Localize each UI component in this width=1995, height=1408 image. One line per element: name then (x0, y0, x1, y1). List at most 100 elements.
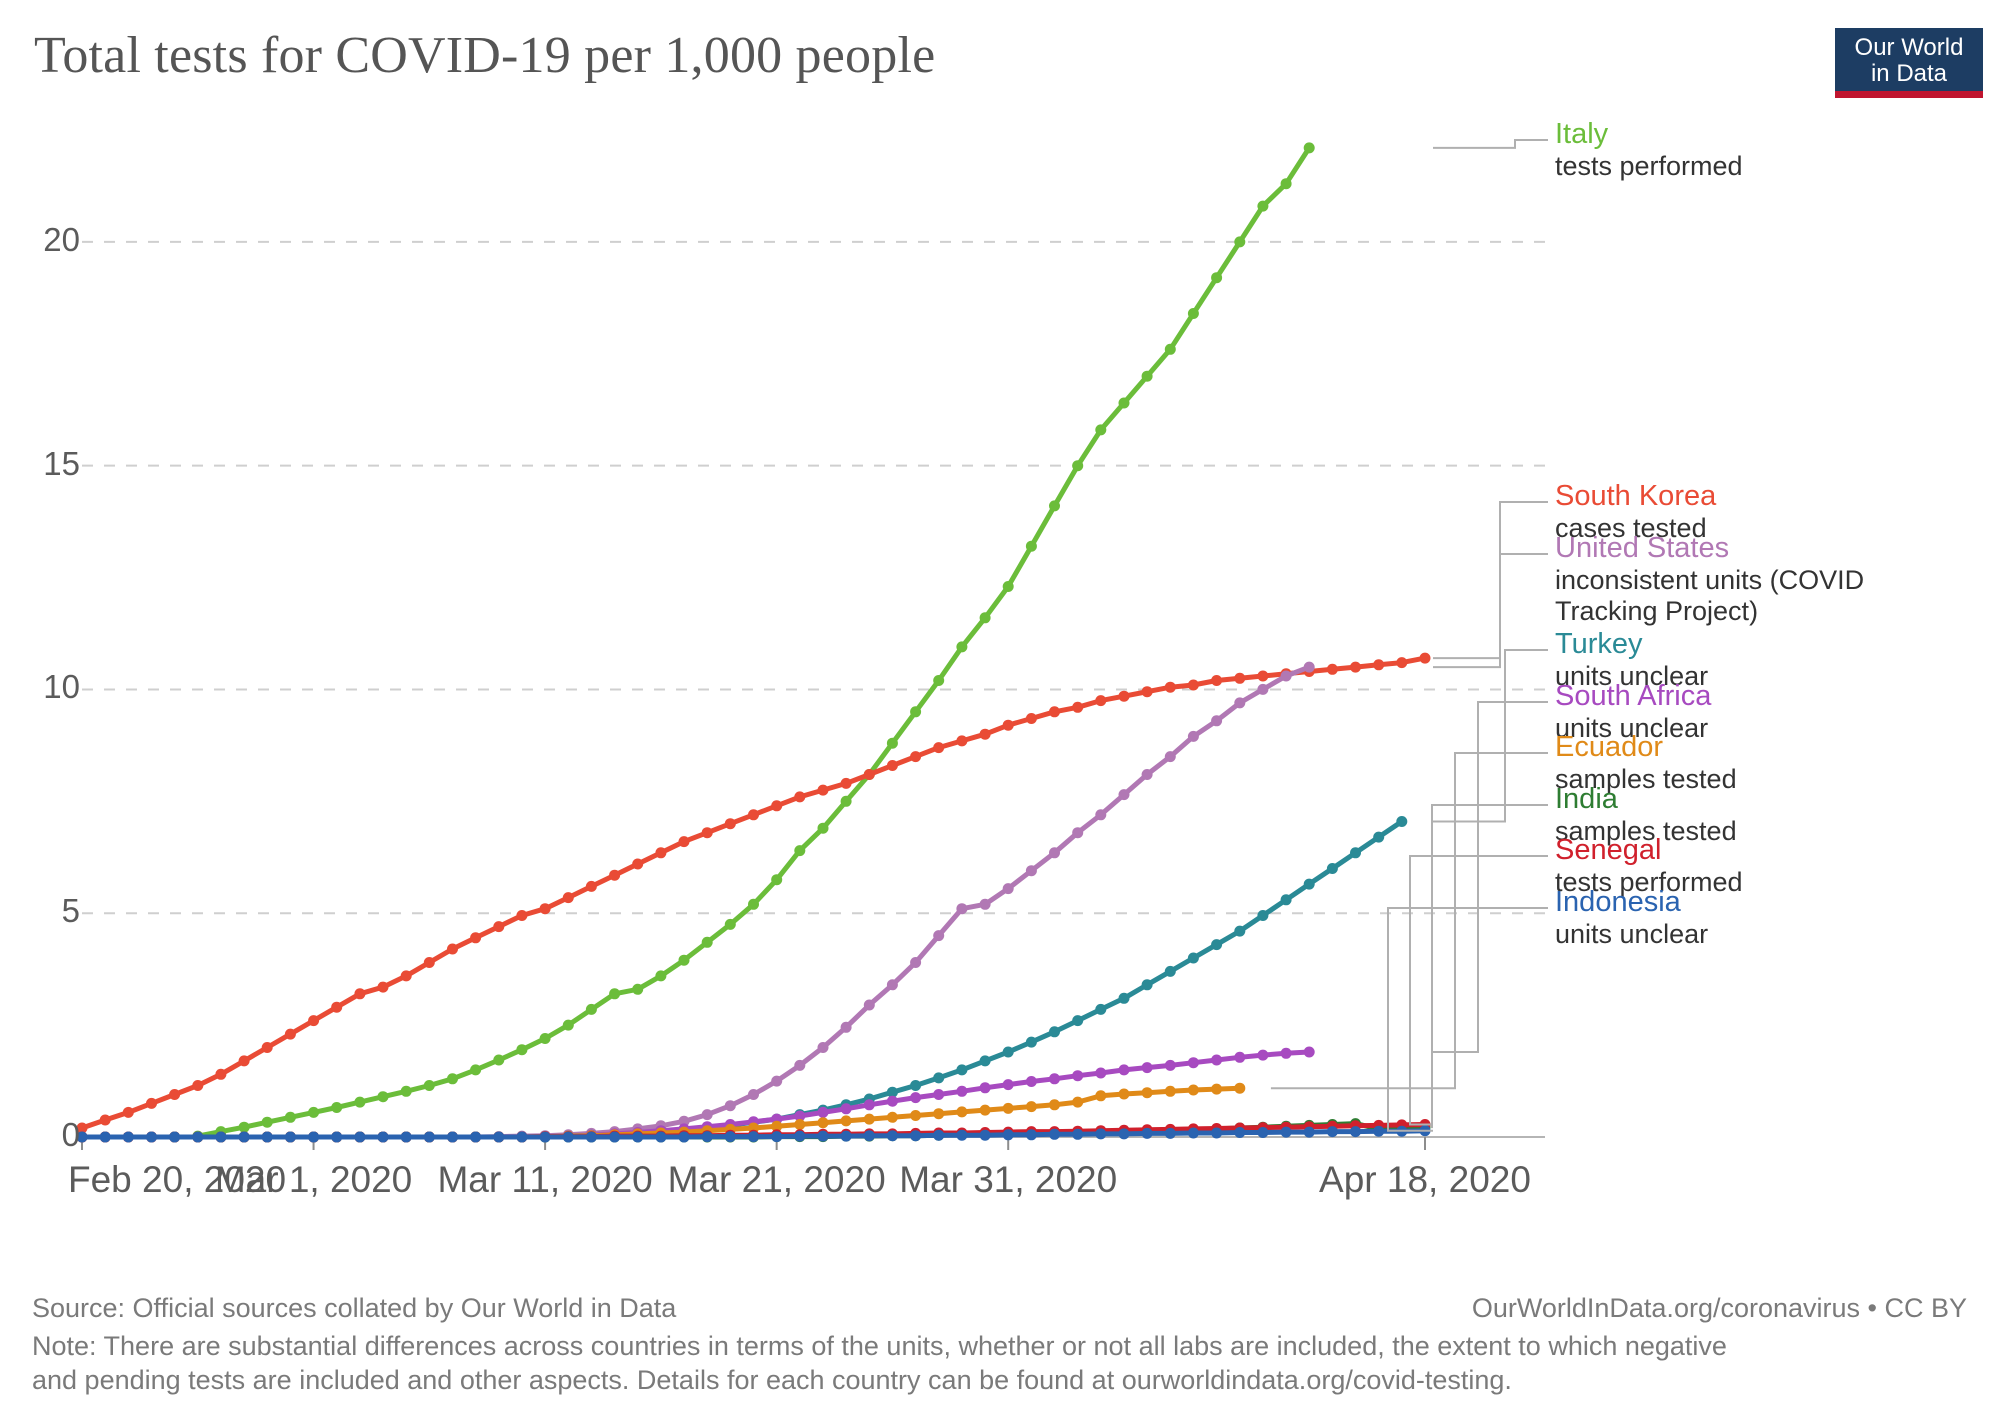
data-point (910, 751, 922, 763)
legend-entry-indonesia[interactable]: Indonesia units unclear (1555, 886, 1708, 950)
legend-entry-south-korea[interactable]: South Korea cases tested (1555, 480, 1716, 544)
data-point (1280, 894, 1292, 906)
data-point (1211, 1054, 1223, 1066)
data-point (99, 1114, 111, 1126)
data-point (192, 1080, 204, 1091)
legend-entry-india[interactable]: India samples tested (1555, 783, 1737, 847)
data-point (771, 1120, 783, 1132)
page-title: Total tests for COVID-19 per 1,000 peopl… (34, 27, 936, 84)
legend-entry-italy[interactable]: Italy tests performed (1555, 118, 1743, 182)
data-point (979, 1055, 991, 1067)
data-point (794, 791, 806, 803)
data-point (1002, 1102, 1014, 1114)
data-point (331, 1001, 343, 1013)
legend-entry-ecuador[interactable]: Ecuador samples tested (1555, 731, 1737, 795)
legend-connector (1387, 907, 1548, 1132)
attribution-text: OurWorldInData.org/coronavirus • CC BY (1471, 1293, 1967, 1323)
data-point (910, 706, 922, 718)
data-point (1049, 1099, 1060, 1111)
data-point (863, 1130, 875, 1142)
data-point (1280, 178, 1292, 190)
data-point (748, 1089, 759, 1100)
data-point (1072, 1070, 1084, 1082)
data-point (1141, 979, 1153, 991)
data-point (1303, 1126, 1315, 1138)
data-point (284, 1028, 296, 1040)
data-point (1025, 1036, 1037, 1048)
data-point (840, 777, 852, 789)
data-point (1234, 236, 1246, 248)
data-point (1002, 581, 1014, 592)
data-point (1049, 1026, 1060, 1038)
data-point (423, 957, 435, 968)
data-point (933, 742, 945, 754)
x-axis-tick-label: Apr 18, 2020 (1319, 1159, 1531, 1200)
data-point (1234, 1051, 1246, 1063)
data-point (1049, 1128, 1060, 1140)
data-point (1118, 397, 1130, 409)
data-point (701, 827, 713, 839)
data-point (886, 1095, 898, 1107)
data-point (910, 957, 922, 968)
data-point (886, 1111, 898, 1123)
legend-entry-senegal[interactable]: Senegal tests performed (1555, 834, 1743, 898)
data-point (956, 1064, 968, 1076)
data-point (192, 1131, 204, 1143)
data-point (1002, 883, 1014, 895)
data-point (423, 1080, 435, 1091)
data-point (1095, 1003, 1107, 1015)
data-point (933, 675, 945, 686)
data-point (1211, 272, 1223, 284)
data-point (400, 1085, 412, 1097)
data-point (1234, 1127, 1246, 1138)
data-point (1164, 343, 1176, 355)
y-axis-tick-label: 15 (43, 444, 80, 482)
data-point (1141, 370, 1153, 382)
data-point (146, 1097, 157, 1109)
data-point (1002, 1046, 1014, 1058)
data-point (1187, 679, 1199, 691)
data-point (284, 1131, 296, 1143)
data-point (1118, 1088, 1130, 1100)
data-point (910, 1130, 922, 1142)
logo-line-1: Our World (1854, 34, 1964, 61)
x-axis-tick-label: Mar 1, 2020 (214, 1159, 413, 1200)
data-point (238, 1121, 250, 1133)
data-point (169, 1089, 181, 1100)
data-point (493, 1054, 505, 1066)
data-point (215, 1131, 227, 1143)
data-point (1072, 1015, 1084, 1027)
legend-unit-note: units unclear (1555, 661, 1709, 691)
legend-entry-south-africa[interactable]: South Africa units unclear (1555, 680, 1711, 744)
legend-entry-united-states[interactable]: United States inconsistent units (COVID T… (1555, 532, 1885, 627)
data-point (632, 858, 644, 870)
data-point (1141, 1062, 1153, 1074)
data-point (1025, 540, 1037, 552)
data-point (655, 1131, 667, 1143)
data-point (1303, 661, 1315, 673)
data-point (1187, 1057, 1199, 1069)
data-point (1280, 670, 1292, 682)
data-point (771, 800, 783, 812)
data-point (1049, 847, 1060, 859)
data-point (678, 1131, 690, 1143)
data-point (794, 1110, 806, 1122)
data-point (655, 970, 667, 982)
data-point (1419, 652, 1431, 664)
data-point (447, 1073, 458, 1085)
legend-entry-turkey[interactable]: Turkey units unclear (1555, 628, 1708, 692)
data-point (1326, 863, 1338, 874)
data-point (377, 1091, 389, 1103)
data-point (562, 892, 574, 904)
legend-connector (1433, 139, 1548, 149)
logo-line-2: in Data (1870, 60, 1948, 87)
data-point (1025, 1129, 1037, 1141)
data-point (400, 1131, 412, 1143)
data-point (817, 1117, 829, 1129)
data-point (910, 1080, 922, 1091)
y-axis-tick-label: 20 (43, 220, 80, 258)
data-point (1234, 672, 1246, 684)
data-point (354, 1131, 366, 1143)
data-point (1049, 706, 1060, 718)
data-point (238, 1055, 250, 1067)
